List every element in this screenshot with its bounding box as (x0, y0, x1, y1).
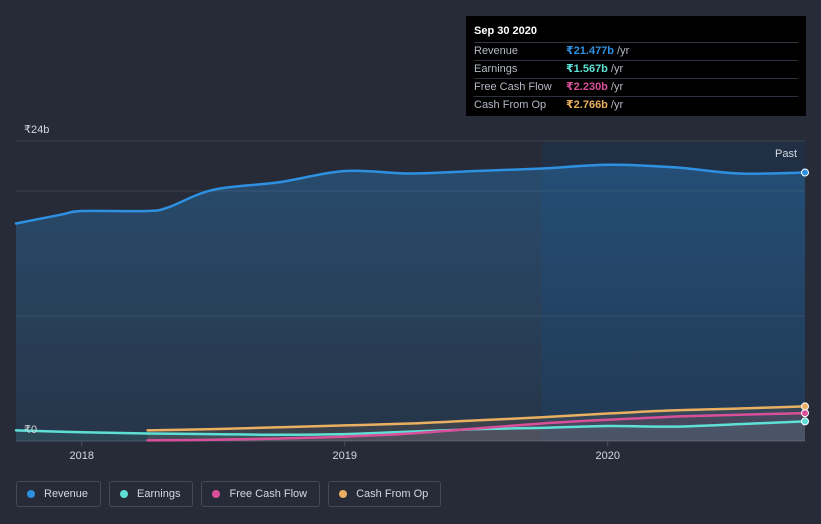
x-tick-label: 2020 (596, 450, 620, 462)
x-tick-label: 2019 (333, 450, 357, 462)
legend-item-revenue[interactable]: Revenue (16, 481, 102, 507)
tooltip-unit: /yr (617, 45, 630, 57)
tooltip-label: Earnings (474, 63, 518, 75)
legend-label: Free Cash Flow (229, 488, 308, 500)
legend-label: Cash From Op (356, 488, 429, 500)
tooltip-row-revenue: Revenue ₹21.477b /yr (474, 43, 798, 61)
series-lines (14, 163, 807, 442)
tooltip-row-free-cash-flow: Free Cash Flow ₹2.230b /yr (474, 79, 798, 97)
tooltip-label: Free Cash Flow (474, 81, 552, 93)
legend-item-earnings[interactable]: Earnings (109, 481, 194, 507)
tooltip-row-cash-from-op: Cash From Op ₹2.766b /yr (474, 97, 798, 114)
legend-label: Earnings (137, 488, 181, 500)
legend-dot-icon (120, 490, 129, 498)
tooltip-value: ₹21.477b (566, 45, 615, 57)
legend-item-cash-from-op[interactable]: Cash From Op (328, 481, 442, 507)
legend-dot-icon (339, 490, 348, 498)
series-line-revenue (14, 163, 807, 225)
tooltip-unit: /yr (610, 81, 624, 93)
tooltip: Sep 30 2020 Revenue ₹21.477b /yr Earning… (466, 16, 806, 116)
tooltip-value: ₹2.766b (566, 99, 608, 111)
x-tick-label: 2018 (70, 450, 94, 462)
past-label: Past (775, 148, 797, 160)
tooltip-label: Cash From Op (474, 99, 547, 111)
legend: Revenue Earnings Free Cash Flow Cash Fro… (16, 481, 449, 507)
series-area-revenue (16, 164, 805, 441)
y-axis-top-label: ₹24b (24, 124, 49, 136)
legend-dot-icon (27, 490, 35, 498)
series-line-earnings (14, 420, 807, 437)
series-end-point-free-cash-flow (801, 409, 809, 418)
tooltip-unit: /yr (610, 63, 624, 75)
legend-item-free-cash-flow[interactable]: Free Cash Flow (201, 481, 321, 507)
series-area-free-cash-flow (147, 413, 805, 441)
series-end-point-earnings (801, 417, 809, 426)
series-line-cash-from-op (146, 405, 807, 432)
series-end-point-revenue (801, 168, 809, 177)
series-end-markers (801, 168, 809, 426)
series-end-point-cash-from-op (801, 402, 809, 411)
tooltip-value: ₹2.230b (566, 81, 608, 93)
tooltip-row-earnings: Earnings ₹1.567b /yr (474, 61, 798, 79)
series-area-cash-from-op (147, 406, 805, 441)
tooltip-value: ₹1.567b (566, 63, 608, 75)
y-axis-bottom-label: ₹0 (24, 424, 37, 436)
legend-label: Revenue (44, 488, 89, 500)
tooltip-label: Revenue (474, 45, 519, 57)
series-line-free-cash-flow (146, 411, 807, 442)
tooltip-unit: /yr (610, 99, 624, 111)
x-axis-ticks: 2018 2019 2020 (70, 441, 620, 462)
legend-dot-icon (212, 490, 221, 498)
series-areas (16, 164, 805, 441)
tooltip-date: Sep 30 2020 (474, 24, 798, 43)
